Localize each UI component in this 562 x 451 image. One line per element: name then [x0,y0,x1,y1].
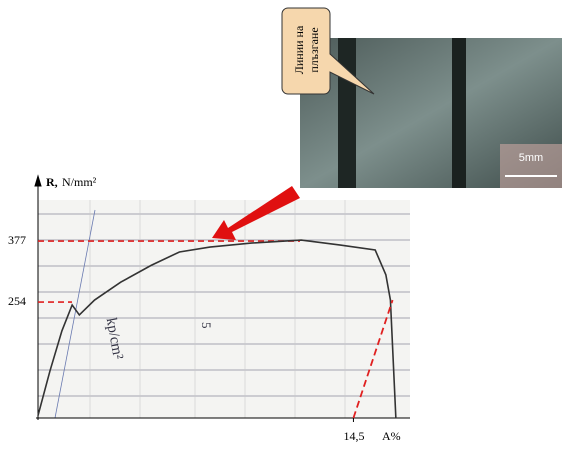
x-axis-label: A% [382,429,401,443]
callout-line: Линии на [292,25,306,74]
annotation: 5 [199,322,214,329]
y-axis-label: R, [46,175,58,189]
figure: 5mm Линии на плъзгане R, N/mm² A% kp/cm²… [0,0,562,446]
y-tick-label: 377 [8,233,26,247]
photo: 5mm [300,38,562,188]
scale-bar-label: 5mm [519,152,543,164]
y-tick-label: 254 [8,294,26,308]
callout-line: плъзгане [307,27,321,72]
x-tick-label: 14,5 [343,429,364,443]
y-axis-unit: N/mm² [62,175,97,189]
